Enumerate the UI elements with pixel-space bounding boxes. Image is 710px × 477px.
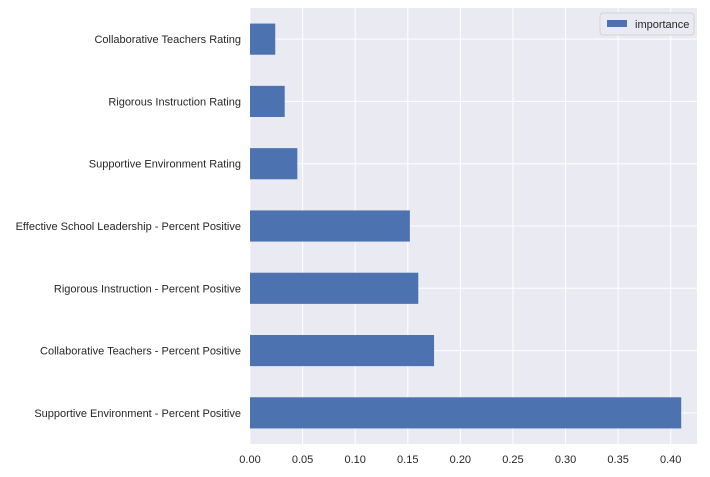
y-tick-label: Collaborative Teachers Rating bbox=[94, 34, 241, 46]
x-tick-label: 0.30 bbox=[555, 454, 576, 466]
y-tick-label: Supportive Environment - Percent Positiv… bbox=[34, 408, 241, 420]
bars bbox=[250, 23, 682, 429]
y-tick-label: Rigorous Instruction - Percent Positive bbox=[54, 283, 241, 295]
legend-label-importance: importance bbox=[635, 19, 689, 31]
legend-box bbox=[599, 12, 695, 36]
y-tick-labels: Supportive Environment - Percent Positiv… bbox=[16, 34, 241, 420]
y-tick-label: Effective School Leadership - Percent Po… bbox=[16, 221, 241, 233]
bar-4 bbox=[250, 148, 298, 180]
legend-swatch-importance bbox=[607, 20, 627, 27]
x-tick-label: 0.20 bbox=[450, 454, 471, 466]
x-tick-label: 0.40 bbox=[660, 454, 681, 466]
bar-6 bbox=[250, 23, 276, 55]
x-tick-labels: 0.00 0.05 0.10 0.15 0.20 0.25 0.30 0.35 0.40 bbox=[239, 454, 681, 466]
x-tick-label: 0.35 bbox=[607, 454, 628, 466]
bar-1 bbox=[250, 335, 435, 367]
x-tick-label: 0.05 bbox=[292, 454, 313, 466]
x-tick-label: 0.25 bbox=[502, 454, 523, 466]
bar-3 bbox=[250, 210, 410, 242]
bar-2 bbox=[250, 272, 419, 304]
bar-0 bbox=[250, 397, 682, 429]
x-tick-label: 0.00 bbox=[239, 454, 260, 466]
bar-5 bbox=[250, 85, 285, 117]
y-tick-label: Supportive Environment Rating bbox=[89, 159, 241, 171]
x-tick-label: 0.15 bbox=[397, 454, 418, 466]
legend: importance bbox=[599, 12, 695, 36]
y-tick-label: Collaborative Teachers - Percent Positiv… bbox=[40, 346, 241, 358]
x-tick-label: 0.10 bbox=[344, 454, 365, 466]
y-tick-label: Rigorous Instruction Rating bbox=[108, 96, 241, 108]
